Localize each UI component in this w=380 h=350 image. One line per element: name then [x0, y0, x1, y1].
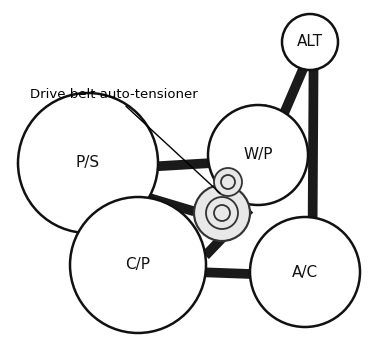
Circle shape	[214, 205, 230, 221]
Circle shape	[214, 168, 242, 196]
Text: W/P: W/P	[243, 147, 273, 162]
Circle shape	[18, 93, 158, 233]
Text: Drive belt auto-tensioner: Drive belt auto-tensioner	[30, 89, 220, 193]
Text: ALT: ALT	[297, 35, 323, 49]
Text: A/C: A/C	[292, 265, 318, 280]
Circle shape	[282, 14, 338, 70]
Text: C/P: C/P	[125, 258, 150, 273]
Circle shape	[70, 197, 206, 333]
Text: P/S: P/S	[76, 155, 100, 170]
Circle shape	[194, 185, 250, 241]
Circle shape	[250, 217, 360, 327]
Circle shape	[206, 197, 238, 229]
Circle shape	[208, 105, 308, 205]
Circle shape	[221, 175, 235, 189]
